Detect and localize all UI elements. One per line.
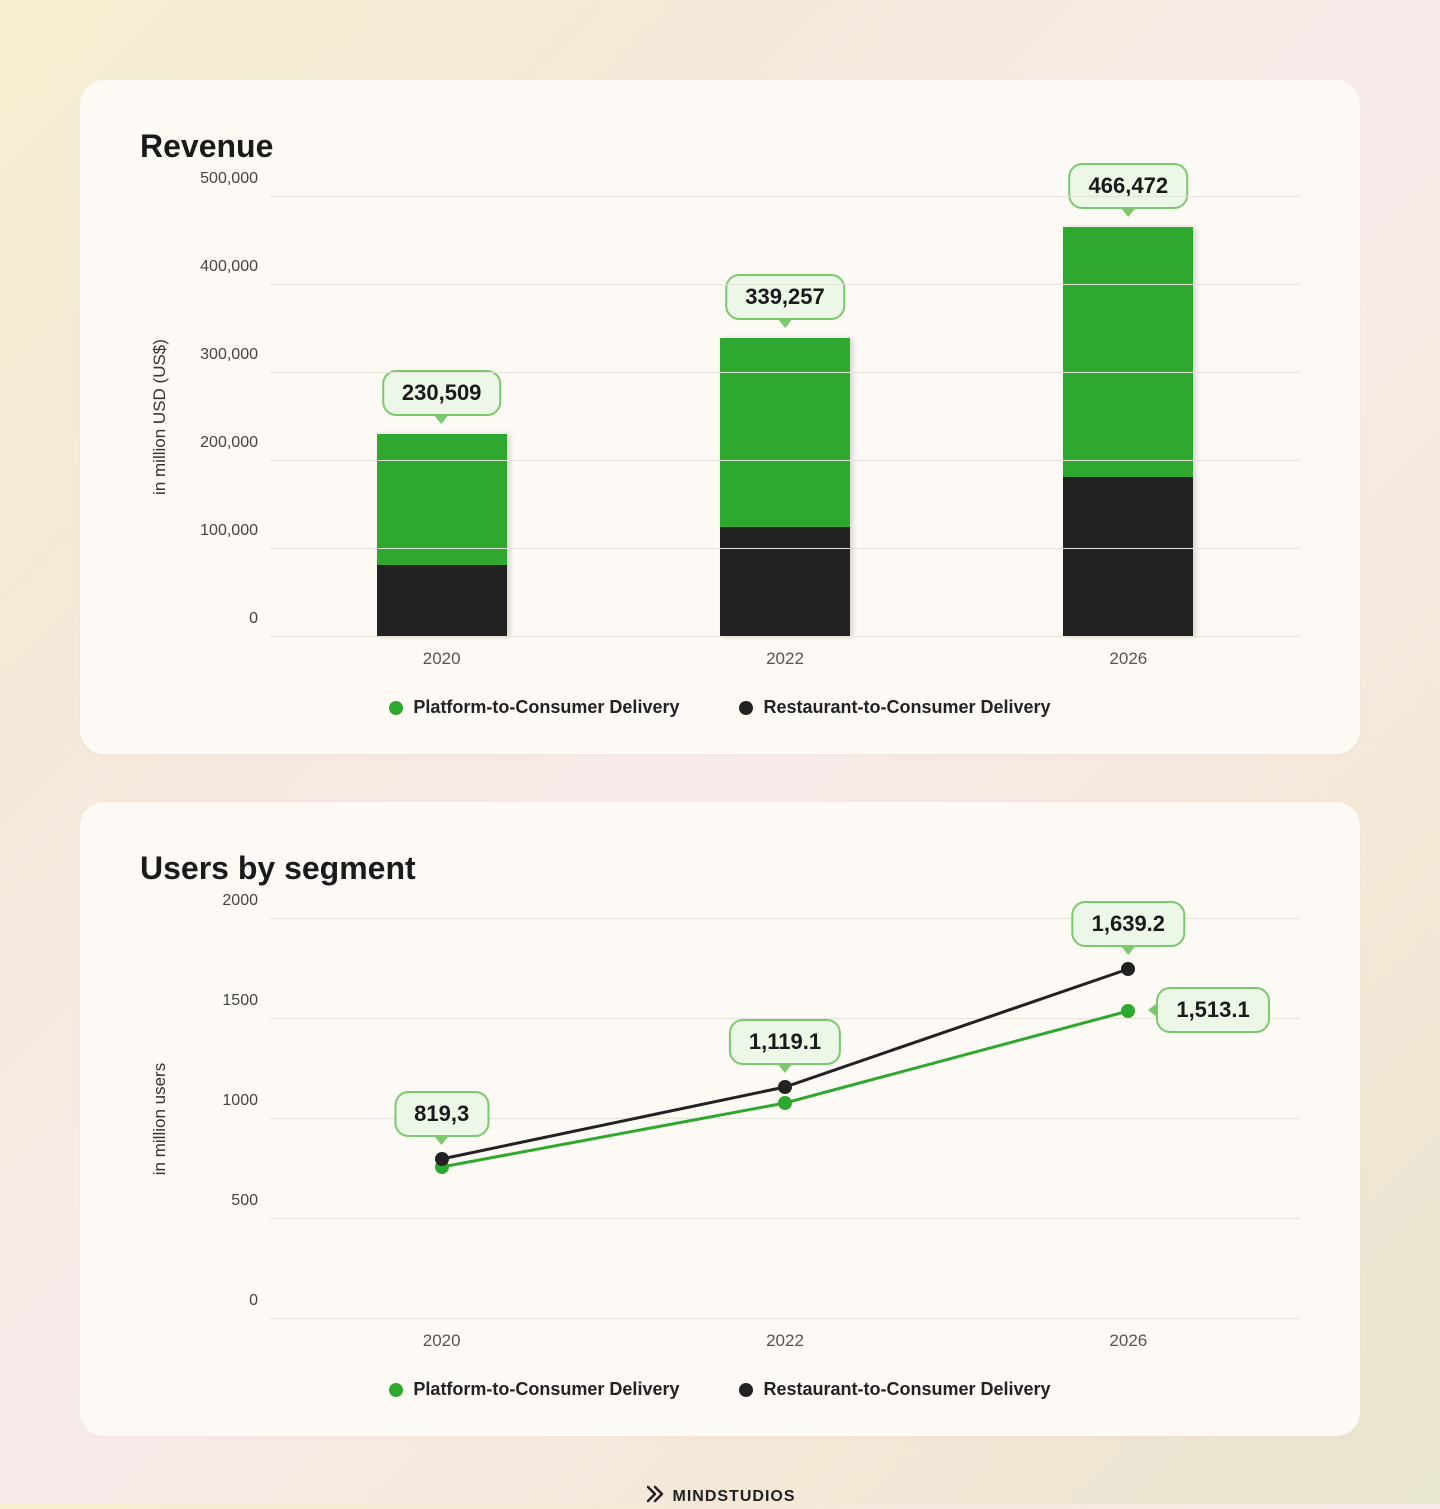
bar-group: 466,472 bbox=[957, 197, 1300, 637]
stacked-bar bbox=[1063, 227, 1193, 637]
users-plot: 819,31,119.11,639.21,513.1 bbox=[270, 919, 1300, 1319]
brand-text: MINDSTUDIOS bbox=[673, 1488, 796, 1506]
legend-marker-icon bbox=[389, 1383, 403, 1397]
bar-segment-restaurant bbox=[1063, 477, 1193, 637]
revenue-x-axis: 202020222026 bbox=[270, 649, 1300, 669]
y-tick-label: 400,000 bbox=[200, 258, 258, 276]
users-card: Users by segment in million users 0 500 10… bbox=[80, 802, 1360, 1436]
legend-marker-icon bbox=[739, 1383, 753, 1397]
grid-line bbox=[270, 636, 1300, 637]
users-title: Users by segment bbox=[140, 850, 1300, 887]
users-chart: in million users 0500100015002000 819,31… bbox=[140, 919, 1300, 1319]
x-tick-label: 2020 bbox=[270, 649, 613, 669]
revenue-y-ticks: 0100,000200,000300,000400,000500,000 bbox=[180, 197, 270, 637]
x-tick-label: 2022 bbox=[613, 1331, 956, 1351]
legend-label: Restaurant-to-Consumer Delivery bbox=[763, 1379, 1050, 1400]
x-tick-label: 2022 bbox=[613, 649, 956, 669]
grid-line bbox=[270, 460, 1300, 461]
legend-item-restaurant: Restaurant-to-Consumer Delivery bbox=[739, 1379, 1050, 1400]
users-x-axis: 202020222026 bbox=[270, 1331, 1300, 1351]
stacked-bar bbox=[377, 434, 507, 637]
revenue-title: Revenue bbox=[140, 128, 1300, 165]
y-tick-label: 100,000 bbox=[200, 522, 258, 540]
series-marker bbox=[435, 1152, 449, 1166]
revenue-bars: 230,509 339,257 466,472 bbox=[270, 197, 1300, 637]
y-tick-label: 500 bbox=[231, 1192, 258, 1210]
footer-brand: MINDSTUDIOS bbox=[80, 1484, 1360, 1509]
bar-segment-restaurant bbox=[377, 565, 507, 637]
series-marker bbox=[778, 1096, 792, 1110]
x-tick-label: 2026 bbox=[957, 649, 1300, 669]
bar-segment-platform bbox=[1063, 227, 1193, 477]
legend-dot-icon bbox=[739, 701, 753, 715]
y-tick-label: 0 bbox=[249, 610, 258, 628]
x-tick-label: 2020 bbox=[270, 1331, 613, 1351]
legend-item-platform: Platform-to-Consumer Delivery bbox=[389, 1379, 679, 1400]
revenue-legend: Platform-to-Consumer Delivery Restaurant… bbox=[140, 697, 1300, 718]
revenue-y-label: in million USD (US$) bbox=[150, 339, 170, 495]
revenue-y-axis: in million USD (US$) bbox=[140, 197, 180, 637]
legend-item-platform: Platform-to-Consumer Delivery bbox=[389, 697, 679, 718]
series-marker bbox=[1121, 962, 1135, 976]
grid-line bbox=[270, 284, 1300, 285]
stacked-bar bbox=[720, 338, 850, 637]
series-marker bbox=[1121, 1004, 1135, 1018]
bar-group: 339,257 bbox=[613, 197, 956, 637]
users-y-axis: in million users bbox=[140, 919, 180, 1319]
legend-label: Platform-to-Consumer Delivery bbox=[413, 697, 679, 718]
bar-segment-platform bbox=[377, 434, 507, 565]
bar-segment-restaurant bbox=[720, 527, 850, 637]
revenue-card: Revenue in million USD (US$) 0 100,000 200… bbox=[80, 80, 1360, 754]
series-marker bbox=[778, 1080, 792, 1094]
value-bubble: 1,119.1 bbox=[729, 1019, 841, 1065]
bar-group: 230,509 bbox=[270, 197, 613, 637]
y-tick-label: 500,000 bbox=[200, 170, 258, 188]
y-tick-label: 300,000 bbox=[200, 346, 258, 364]
grid-line bbox=[270, 548, 1300, 549]
y-tick-label: 200,000 bbox=[200, 434, 258, 452]
y-tick-label: 2000 bbox=[222, 892, 258, 910]
value-bubble: 466,472 bbox=[1069, 163, 1189, 209]
brand-icon bbox=[645, 1484, 665, 1509]
y-tick-label: 1000 bbox=[222, 1092, 258, 1110]
bar-segment-platform bbox=[720, 338, 850, 527]
grid-line bbox=[270, 372, 1300, 373]
value-bubble: 230,509 bbox=[382, 370, 502, 416]
users-y-ticks: 0500100015002000 bbox=[180, 919, 270, 1319]
legend-dot-icon bbox=[389, 701, 403, 715]
legend-label: Restaurant-to-Consumer Delivery bbox=[763, 697, 1050, 718]
value-bubble: 1,513.1 bbox=[1156, 987, 1269, 1033]
x-tick-label: 2026 bbox=[957, 1331, 1300, 1351]
value-bubble: 339,257 bbox=[725, 274, 845, 320]
users-y-label: in million users bbox=[150, 1063, 170, 1175]
y-tick-label: 0 bbox=[249, 1292, 258, 1310]
grid-line bbox=[270, 196, 1300, 197]
legend-label: Platform-to-Consumer Delivery bbox=[413, 1379, 679, 1400]
users-legend: Platform-to-Consumer Delivery Restaurant… bbox=[140, 1379, 1300, 1400]
revenue-plot: 230,509 339,257 466,472 bbox=[270, 197, 1300, 637]
value-bubble: 1,639.2 bbox=[1072, 901, 1185, 947]
legend-item-restaurant: Restaurant-to-Consumer Delivery bbox=[739, 697, 1050, 718]
y-tick-label: 1500 bbox=[222, 992, 258, 1010]
value-bubble: 819,3 bbox=[394, 1091, 489, 1137]
revenue-chart: in million USD (US$) 0 100,000 200,000 300,… bbox=[140, 197, 1300, 637]
